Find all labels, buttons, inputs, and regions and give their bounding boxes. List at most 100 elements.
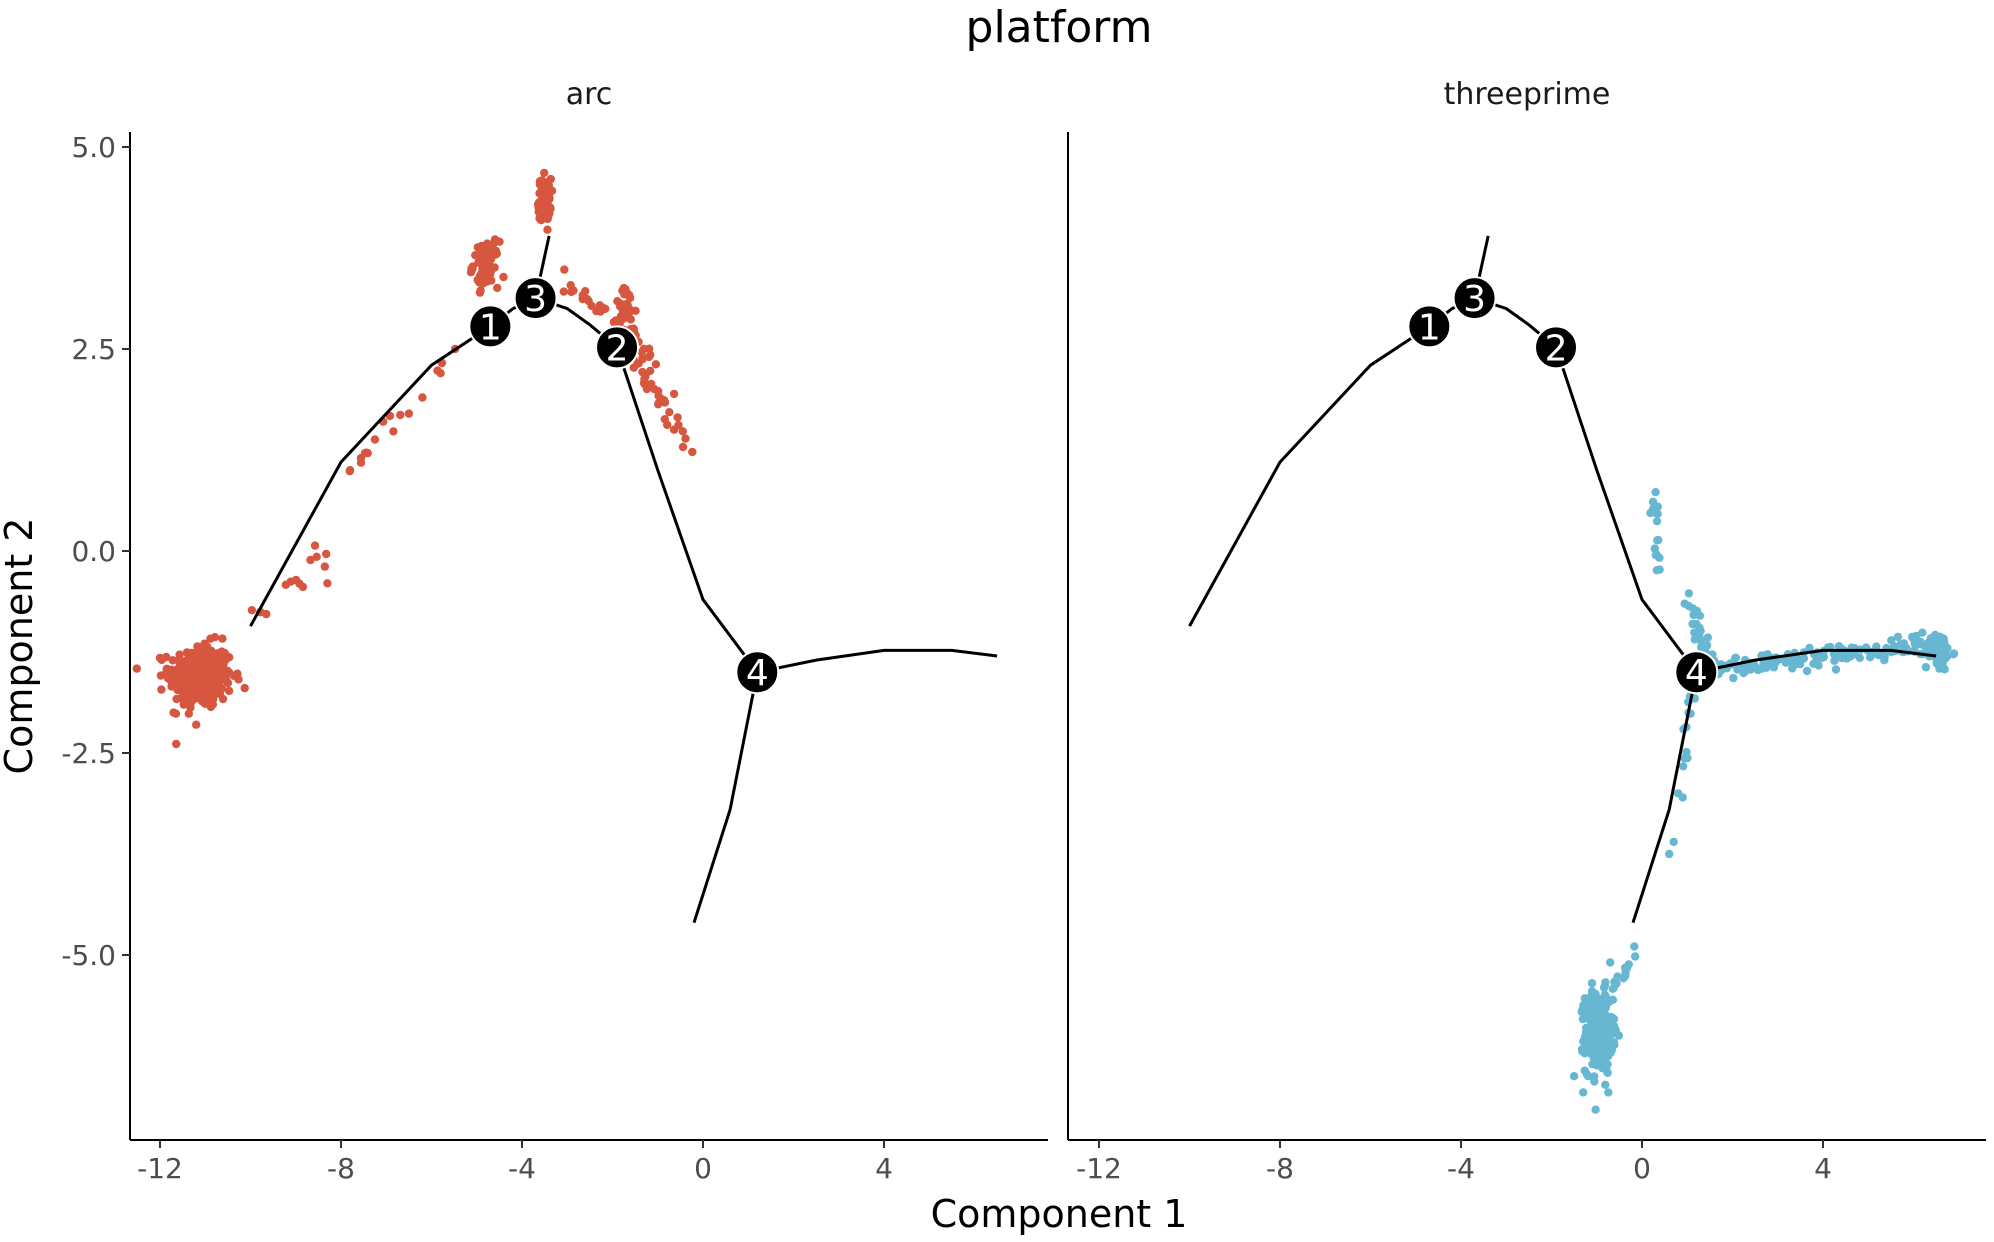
data-point: [587, 301, 596, 311]
data-point: [168, 656, 177, 665]
x-tick-label: 0: [1633, 1152, 1651, 1185]
data-point: [499, 272, 508, 282]
data-point: [678, 427, 687, 436]
facet-label-arc: arc: [566, 77, 613, 112]
data-point: [495, 237, 504, 246]
branch-node-2: 2: [595, 325, 640, 370]
y-tick-label: -2.5: [61, 737, 116, 770]
data-point: [306, 555, 315, 565]
data-point: [223, 668, 232, 677]
data-point: [1684, 589, 1694, 598]
data-point: [674, 420, 683, 430]
data-point: [436, 369, 445, 378]
data-point: [1908, 632, 1917, 642]
x-axis-title: Component 1: [931, 1192, 1188, 1236]
data-point: [1845, 652, 1855, 661]
branch-node-marker: [468, 304, 513, 349]
data-point: [396, 410, 405, 420]
branch-node-4: 4: [735, 650, 780, 695]
y-axis-title: Component 2: [0, 518, 41, 775]
data-point: [1586, 1012, 1595, 1021]
data-point: [175, 650, 184, 659]
data-point: [1579, 1000, 1588, 1010]
data-point: [493, 283, 502, 293]
data-point: [1731, 653, 1740, 663]
data-point: [559, 287, 568, 296]
data-point: [1613, 972, 1622, 981]
trajectory-branch: [615, 346, 759, 674]
data-point: [156, 671, 166, 680]
data-point: [1949, 649, 1959, 658]
data-point: [1918, 628, 1927, 637]
data-point: [478, 261, 488, 271]
data-point: [651, 360, 661, 369]
data-point: [132, 664, 141, 673]
data-point: [642, 384, 652, 394]
data-point: [1631, 952, 1640, 961]
data-point: [229, 671, 239, 680]
data-point: [543, 225, 552, 234]
branch-node-1: 1: [468, 304, 513, 349]
data-point: [1683, 753, 1692, 763]
data-point: [1680, 599, 1689, 608]
panel-threeprime: threeprime -12 -8 -4 0 4 13 2 4: [1067, 77, 1986, 1185]
data-point: [172, 694, 181, 704]
y-tick-label: 2.5: [71, 333, 116, 366]
data-point: [1606, 958, 1615, 967]
data-point: [650, 385, 659, 394]
data-point: [1880, 652, 1889, 661]
facet-label-threeprime: threeprime: [1444, 77, 1611, 112]
branch-node-label: 4: [746, 653, 769, 694]
data-point: [1692, 606, 1702, 616]
data-point: [1603, 1068, 1612, 1078]
data-point: [208, 672, 217, 681]
data-point: [1601, 978, 1610, 987]
branch-node-label: 1: [1418, 307, 1441, 348]
data-point: [370, 435, 380, 444]
data-point: [1799, 654, 1809, 663]
data-point: [1665, 849, 1674, 859]
data-point: [1830, 656, 1839, 665]
data-point: [312, 552, 321, 561]
data-point: [1819, 652, 1829, 662]
data-point: [1611, 980, 1620, 989]
panel-arc: arc -12 -8 -4 0 4 5.0 2.5 0.0 -2.5 -5.0 13 2 4: [61, 77, 1048, 1185]
data-point: [1591, 1105, 1600, 1114]
x-tick-label: -12: [1076, 1152, 1122, 1185]
data-point: [1752, 663, 1762, 673]
data-point: [1893, 632, 1903, 642]
data-point: [198, 697, 207, 706]
data-point: [1688, 619, 1697, 629]
branch-node-label: 3: [524, 279, 547, 320]
data-point: [540, 168, 549, 178]
data-point: [418, 393, 427, 402]
data-point: [1595, 1006, 1605, 1015]
data-point: [1939, 649, 1949, 658]
data-point: [541, 188, 550, 197]
data-point: [609, 317, 619, 327]
data-point: [1652, 566, 1662, 575]
data-point: [175, 668, 184, 678]
data-point: [1601, 1080, 1610, 1090]
data-point: [169, 708, 178, 717]
cell-points-threeprime: [1569, 488, 1959, 1114]
data-point: [1593, 1023, 1602, 1033]
data-point: [204, 688, 213, 698]
data-point: [598, 303, 607, 312]
branch-node-marker: [595, 325, 640, 370]
data-point: [298, 582, 308, 592]
data-point: [1938, 658, 1947, 668]
data-point: [345, 466, 355, 475]
data-point: [534, 198, 544, 207]
x-tick-label: 0: [694, 1152, 712, 1185]
branch-node-marker: [513, 276, 558, 321]
data-point: [356, 458, 366, 467]
branch-node-label: 4: [1685, 653, 1708, 694]
data-point: [619, 306, 628, 315]
data-point: [1649, 504, 1658, 513]
data-point: [488, 248, 497, 257]
data-point: [639, 344, 648, 353]
data-point: [471, 251, 480, 260]
trajectory-branch: [1695, 648, 1937, 674]
facet-panels: arc-12 -8 -4 0 45.02.50.0-2.5-5.01324threepr…: [61, 77, 1986, 1185]
